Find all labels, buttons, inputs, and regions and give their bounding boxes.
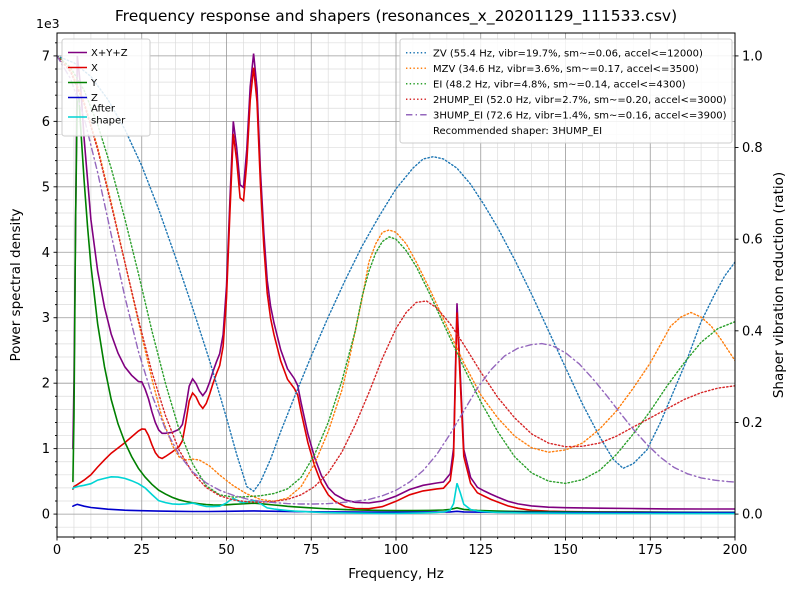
- series-lines: [57, 53, 735, 515]
- x-tick-label: 50: [218, 543, 235, 558]
- y-axis-label-right: Shaper vibration reduction (ratio): [771, 171, 787, 399]
- tick-labels: 0 25 50 75 100 125 150 175 200 0 1 2 3 4 5 6 7 0.0 0.2 0.4 0…: [42, 49, 763, 558]
- y-right-tick-label: 0.6: [742, 233, 763, 248]
- y-right-tick-label: 0.4: [742, 324, 763, 339]
- legend-psd-label: Y: [90, 78, 98, 89]
- legend-psd-box: [61, 38, 151, 137]
- legend-shaper-label: ZV (55.4 Hz, vibr=19.7%, sm~=0.06, accel…: [433, 48, 703, 59]
- axis-ticks: [53, 42, 739, 541]
- legend-psd-label: Z: [91, 93, 98, 104]
- y-right-tick-label: 0.8: [742, 141, 763, 156]
- x-axis-label: Frequency, Hz: [348, 566, 444, 582]
- legend-shapers-box: [399, 38, 733, 144]
- legend-shaper-label: EI (48.2 Hz, vibr=4.8%, sm~=0.14, accel<…: [433, 79, 686, 90]
- y-right-tick-label: 0.0: [742, 508, 763, 523]
- x-tick-label: 25: [133, 543, 150, 558]
- legend-psd-label: shaper: [91, 116, 126, 127]
- x-tick-label: 0: [53, 543, 61, 558]
- chart-title: Frequency response and shapers (resonanc…: [114, 7, 678, 25]
- y-left-tick-label: 3: [42, 311, 50, 326]
- x-tick-label: 75: [303, 543, 320, 558]
- y-axis-offset-label: 1e3: [36, 16, 60, 31]
- x-tick-label: 125: [468, 543, 493, 558]
- y-left-tick-label: 4: [42, 246, 50, 261]
- legend-psd-label: X+Y+Z: [91, 48, 128, 59]
- y-right-tick-label: 0.2: [742, 416, 763, 431]
- legend-shapers: ZV (55.4 Hz, vibr=19.7%, sm~=0.06, accel…: [399, 38, 733, 144]
- series-line-EI: [57, 55, 735, 498]
- legend-shaper-label: 3HUMP_EI (72.6 Hz, vibr=1.4%, sm~=0.16, …: [433, 110, 727, 121]
- y-axis-label-left: Power spectral density: [8, 208, 24, 362]
- y-left-tick-label: 0: [42, 508, 50, 523]
- x-tick-label: 200: [723, 543, 748, 558]
- legend-shaper-label: 2HUMP_EI (52.0 Hz, vibr=2.7%, sm~=0.20, …: [433, 95, 727, 106]
- y-left-tick-label: 6: [42, 115, 50, 130]
- y-right-tick-label: 1.0: [742, 49, 763, 64]
- x-tick-label: 100: [384, 543, 409, 558]
- legend-recommended-shaper: Recommended shaper: 3HUMP_EI: [433, 126, 602, 137]
- y-left-tick-label: 1: [42, 442, 50, 457]
- y-left-tick-label: 2: [42, 377, 50, 392]
- x-tick-label: 150: [553, 543, 578, 558]
- y-left-tick-label: 5: [42, 180, 50, 195]
- grid-minor: [57, 33, 735, 537]
- y-left-tick-label: 7: [42, 49, 50, 64]
- legend-psd-label: X: [91, 63, 98, 74]
- series-line-2HUMP_EI: [57, 55, 735, 503]
- x-tick-label: 175: [638, 543, 663, 558]
- series-line-ZV: [57, 55, 735, 493]
- series-line-XYZ: [72, 53, 735, 510]
- series-line-3HUMP_EI: [57, 55, 735, 505]
- legend-shaper-label: MZV (34.6 Hz, vibr=3.6%, sm~=0.17, accel…: [433, 64, 699, 75]
- series-line-after-shaper: [72, 475, 735, 515]
- series-line-Y: [72, 94, 735, 514]
- legend-psd-label: After: [91, 104, 116, 115]
- series-line-X: [72, 67, 735, 514]
- series-line-MZV: [57, 55, 735, 503]
